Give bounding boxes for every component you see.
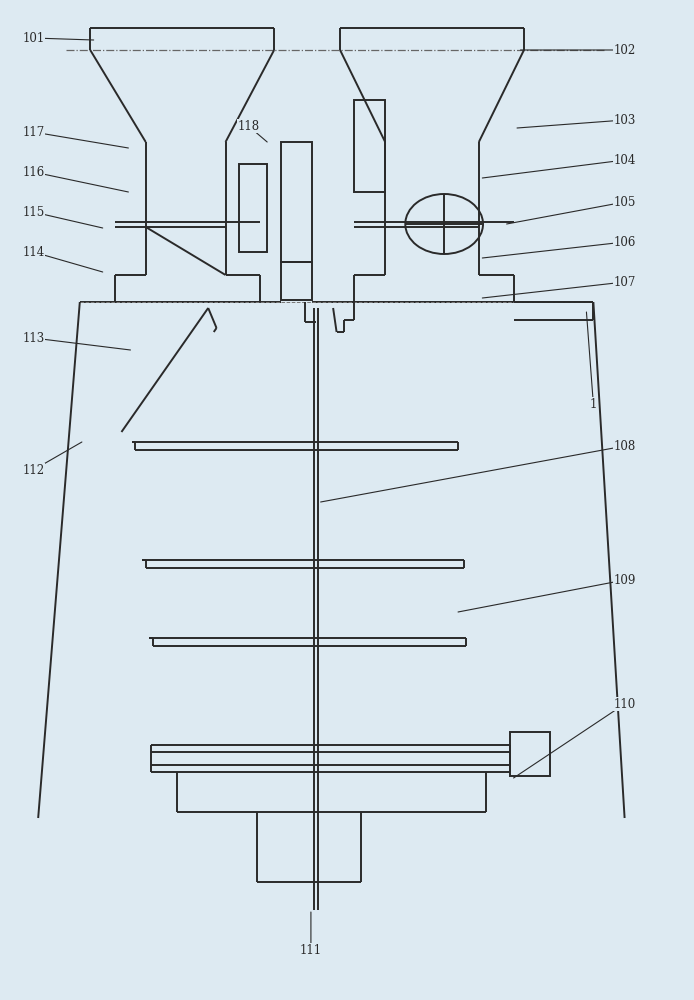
Text: 106: 106 — [613, 235, 636, 248]
Text: 105: 105 — [613, 196, 636, 209]
Bar — [354, 100, 385, 192]
Text: 102: 102 — [613, 43, 636, 56]
Text: 110: 110 — [613, 698, 636, 710]
Bar — [281, 142, 312, 262]
Text: 1: 1 — [590, 397, 597, 410]
Text: 115: 115 — [22, 206, 44, 219]
Text: 111: 111 — [300, 944, 322, 956]
Text: 116: 116 — [22, 165, 44, 178]
Text: 117: 117 — [22, 125, 44, 138]
Bar — [510, 732, 550, 776]
Text: 108: 108 — [613, 440, 636, 452]
Text: 112: 112 — [22, 464, 44, 477]
Text: 114: 114 — [22, 245, 44, 258]
Text: 104: 104 — [613, 153, 636, 166]
Text: 101: 101 — [22, 31, 44, 44]
Text: 109: 109 — [613, 574, 636, 586]
Bar — [239, 164, 267, 252]
Text: 103: 103 — [613, 113, 636, 126]
Text: 118: 118 — [237, 119, 260, 132]
Bar — [281, 262, 312, 300]
Text: 113: 113 — [22, 332, 44, 344]
Text: 107: 107 — [613, 275, 636, 288]
